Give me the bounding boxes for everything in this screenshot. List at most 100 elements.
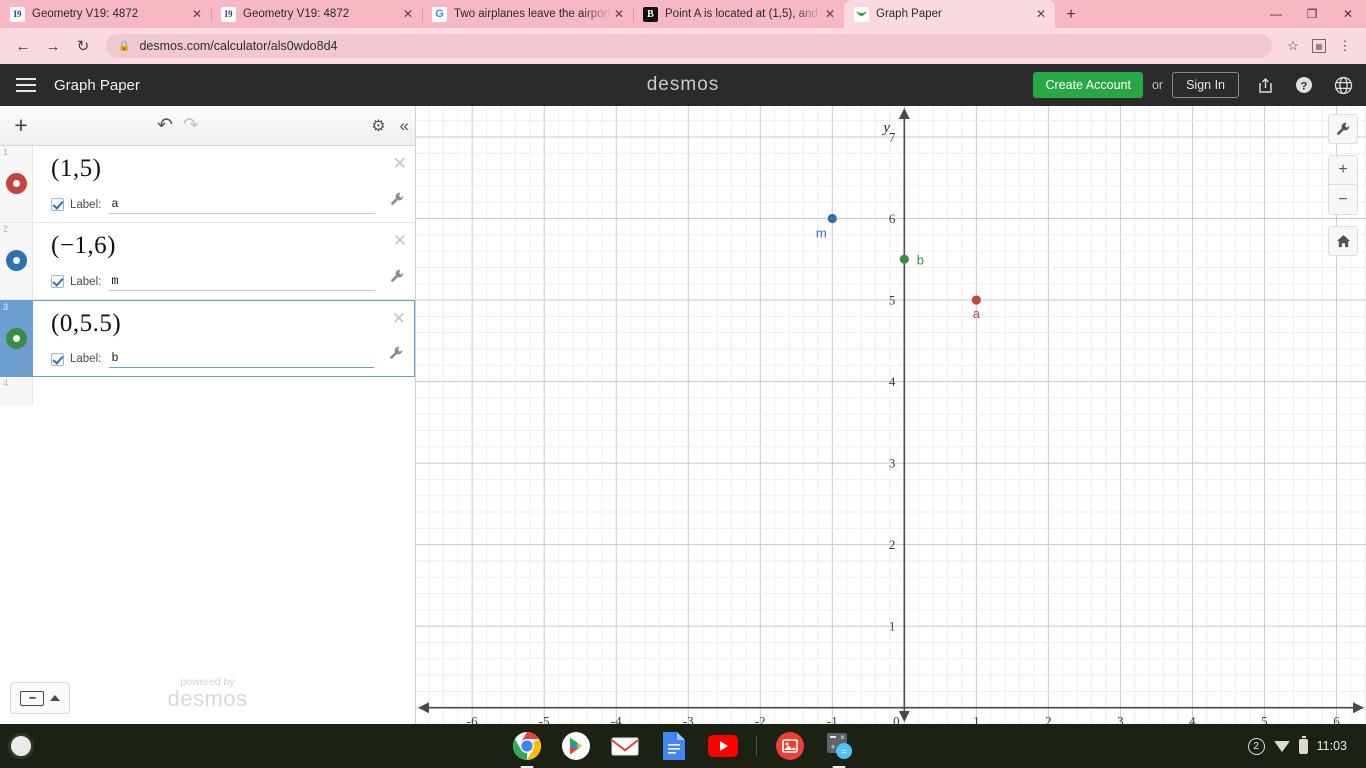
calculator-icon[interactable]: × + = bbox=[823, 730, 855, 762]
home-button[interactable] bbox=[1328, 226, 1358, 256]
tab-title: Graph Paper bbox=[876, 8, 942, 20]
graph-canvas[interactable]: -6-5-4-3-2-101234561234567yxamb + − bbox=[416, 106, 1366, 724]
taskbar-separator bbox=[756, 735, 757, 757]
expression-body[interactable]: (−1,6) Label: ✕ bbox=[33, 223, 415, 299]
expression-index-cell[interactable]: 1 bbox=[0, 146, 33, 222]
system-tray[interactable]: 2 11:03 bbox=[1237, 731, 1358, 761]
tab-close-icon[interactable]: ✕ bbox=[824, 7, 836, 21]
tab-close-icon[interactable]: ✕ bbox=[402, 7, 414, 21]
browser-tab[interactable]: B Point A is located at (1,5), and p ✕ bbox=[633, 0, 844, 28]
browser-menu-button[interactable]: ⋮ bbox=[1338, 38, 1352, 53]
expression-settings-wrench-icon[interactable] bbox=[389, 346, 404, 364]
expression-index-cell[interactable]: 3 bbox=[0, 300, 33, 377]
collapse-panel-icon[interactable]: « bbox=[399, 115, 409, 135]
expression-index: 2 bbox=[3, 223, 9, 234]
new-tab-button[interactable]: + bbox=[1066, 6, 1076, 23]
tab-close-icon[interactable]: ✕ bbox=[613, 7, 625, 21]
browser-tab[interactable]: I9 Geometry V19: 4872 ✕ bbox=[211, 0, 422, 28]
expression-settings-wrench-icon[interactable] bbox=[390, 269, 405, 287]
zoom-in-button[interactable]: + bbox=[1328, 155, 1358, 185]
docs-icon[interactable] bbox=[658, 730, 690, 762]
help-icon[interactable]: ? bbox=[1291, 72, 1317, 98]
undo-redo-group: ↶ ↷ bbox=[157, 114, 199, 137]
y-tick-label: 6 bbox=[889, 211, 896, 226]
label-checkbox[interactable] bbox=[51, 352, 64, 366]
create-account-button[interactable]: Create Account bbox=[1033, 72, 1143, 98]
expression-index-cell[interactable]: 2 bbox=[0, 222, 33, 299]
delete-expression-icon[interactable]: ✕ bbox=[392, 230, 407, 250]
label-input[interactable] bbox=[109, 272, 375, 291]
point-color-swatch[interactable] bbox=[5, 173, 27, 195]
hamburger-menu-icon[interactable] bbox=[6, 64, 46, 106]
undo-button[interactable]: ↶ bbox=[157, 115, 173, 136]
keyboard-toggle-button[interactable]: ▪▪▪▪ bbox=[10, 682, 70, 714]
gear-icon[interactable]: ⚙ bbox=[371, 117, 386, 135]
expression-index: 4 bbox=[3, 378, 9, 389]
geometry-icon: I9 bbox=[10, 6, 25, 22]
youtube-icon[interactable] bbox=[707, 730, 739, 762]
extensions-button[interactable]: ▦ bbox=[1306, 33, 1332, 59]
label-input[interactable] bbox=[109, 195, 375, 214]
address-bar[interactable]: 🔒 desmos.com/calculator/als0wdo8d4 bbox=[106, 34, 1272, 58]
url-text: desmos.com/calculator/als0wdo8d4 bbox=[139, 39, 338, 53]
add-expression-button[interactable]: + bbox=[14, 112, 28, 138]
minimize-button[interactable]: — bbox=[1270, 7, 1282, 21]
expression-math[interactable]: (1,5) bbox=[51, 155, 102, 182]
tab-title: Geometry V19: 4872 bbox=[243, 8, 350, 20]
browser-tab-strip: I9 Geometry V19: 4872 ✕ I9 Geometry V19:… bbox=[0, 0, 1366, 28]
expression-math[interactable]: (0,5.5) bbox=[51, 309, 122, 337]
graph-title[interactable]: Graph Paper bbox=[54, 76, 140, 94]
photos-icon[interactable] bbox=[774, 730, 806, 762]
data-point-m[interactable] bbox=[827, 213, 837, 224]
expression-body[interactable]: (1,5) Label: ✕ bbox=[33, 146, 415, 222]
tab-close-icon[interactable]: ✕ bbox=[191, 7, 203, 21]
x-tick-label: 3 bbox=[1117, 714, 1124, 724]
x-tick-label: -1 bbox=[827, 714, 838, 724]
maximize-button[interactable]: ❐ bbox=[1306, 7, 1318, 21]
expression-index-cell[interactable]: 4 bbox=[0, 377, 33, 406]
close-window-button[interactable]: ✕ bbox=[1342, 7, 1354, 21]
share-icon[interactable] bbox=[1252, 72, 1278, 98]
delete-expression-icon[interactable]: ✕ bbox=[391, 308, 406, 328]
browser-tab[interactable]: G Two airplanes leave the airport. ✕ bbox=[422, 0, 633, 28]
label-checkbox[interactable] bbox=[51, 275, 64, 288]
expression-settings-wrench-icon[interactable] bbox=[390, 192, 405, 210]
svg-text:+: + bbox=[830, 742, 835, 752]
label-checkbox[interactable] bbox=[51, 198, 64, 212]
gmail-icon[interactable] bbox=[609, 730, 641, 762]
point-color-swatch[interactable] bbox=[5, 327, 27, 349]
launcher-icon[interactable] bbox=[8, 733, 34, 759]
play-store-icon[interactable] bbox=[560, 730, 592, 762]
forward-button[interactable]: → bbox=[45, 37, 61, 55]
browser-tab[interactable]: I9 Geometry V19: 4872 ✕ bbox=[0, 0, 211, 28]
expression-row[interactable]: 1 (1,5) Label: ✕ bbox=[0, 146, 415, 223]
delete-expression-icon[interactable]: ✕ bbox=[392, 154, 407, 173]
graph-controls: + − bbox=[1328, 114, 1358, 256]
redo-button[interactable]: ↷ bbox=[182, 115, 199, 136]
reload-button[interactable]: ↻ bbox=[76, 38, 90, 55]
label-input[interactable] bbox=[109, 350, 374, 369]
point-color-swatch[interactable] bbox=[5, 250, 27, 272]
tab-close-icon[interactable]: ✕ bbox=[1035, 7, 1047, 21]
x-tick-label: -2 bbox=[755, 714, 766, 724]
back-button[interactable]: ← bbox=[15, 37, 31, 55]
zoom-out-button[interactable]: − bbox=[1328, 185, 1358, 215]
expression-row-selected[interactable]: 3 (0,5.5) Label: ✕ bbox=[0, 299, 415, 378]
expression-row-empty[interactable]: 4 bbox=[0, 377, 415, 406]
globe-icon[interactable] bbox=[1330, 72, 1356, 98]
browser-tab-active[interactable]: Graph Paper ✕ bbox=[844, 0, 1055, 28]
bookmark-star-icon[interactable]: ☆ bbox=[1287, 38, 1299, 53]
expression-row[interactable]: 2 (−1,6) Label: ✕ bbox=[0, 222, 415, 300]
svg-text:=: = bbox=[841, 747, 847, 758]
expression-math[interactable]: (−1,6) bbox=[51, 231, 116, 259]
graph-settings-wrench-icon[interactable] bbox=[1328, 114, 1358, 144]
expression-body-empty[interactable] bbox=[33, 377, 415, 405]
expression-body[interactable]: (0,5.5) Label: ✕ bbox=[33, 301, 414, 377]
sign-in-button[interactable]: Sign In bbox=[1172, 72, 1239, 98]
taskbar-apps: × + = bbox=[0, 724, 1366, 768]
tab-title: Geometry V19: 4872 bbox=[32, 8, 139, 20]
data-point-a[interactable] bbox=[971, 295, 981, 305]
chrome-icon[interactable] bbox=[511, 730, 543, 762]
taskbar: × + = 2 11:03 bbox=[0, 724, 1366, 768]
data-point-b[interactable] bbox=[899, 254, 909, 264]
